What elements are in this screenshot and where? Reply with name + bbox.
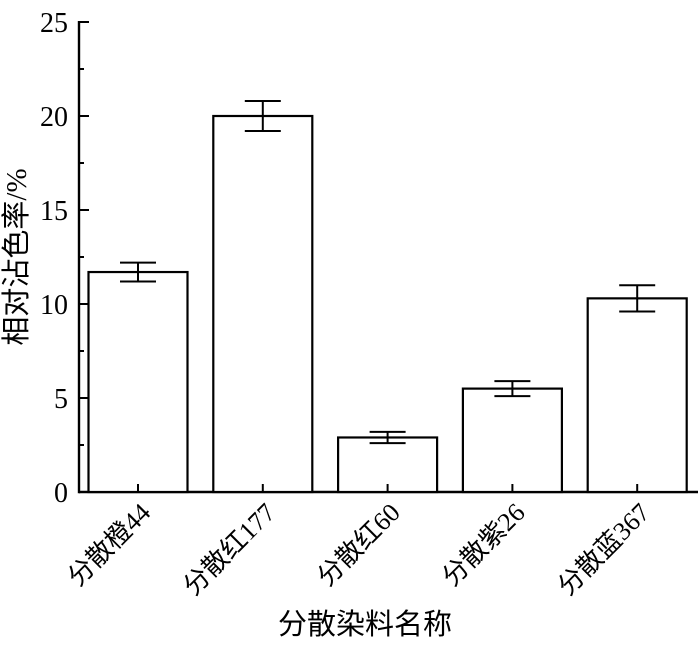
y-tick-label: 25 xyxy=(40,8,68,39)
bar xyxy=(212,114,314,494)
bar xyxy=(337,436,439,494)
y-tick-labels-group: 0 5 10 15 20 25 xyxy=(40,8,68,509)
x-category-labels-group: 分散橙44 分散红177 分散红60 分散紫26 分散蓝367 xyxy=(62,498,655,601)
y-tick-label: 15 xyxy=(40,196,68,227)
bars-group xyxy=(87,114,688,494)
x-category-label: 分散红60 xyxy=(312,498,406,592)
x-category-label: 分散橙44 xyxy=(62,498,156,592)
y-tick-label: 5 xyxy=(54,384,68,415)
y-tick-label: 10 xyxy=(40,290,68,321)
x-category-label: 分散紫26 xyxy=(437,498,531,592)
y-axis-title: 相对沾色率/% xyxy=(0,168,33,345)
x-ticks-group xyxy=(137,484,639,492)
bar xyxy=(87,270,189,494)
bar xyxy=(461,387,563,494)
error-bars-group xyxy=(120,99,656,445)
x-category-label: 分散蓝367 xyxy=(552,498,655,601)
y-tick-label: 0 xyxy=(54,478,68,509)
x-category-label: 分散红177 xyxy=(178,498,281,601)
bar xyxy=(586,297,688,494)
y-ticks-group xyxy=(79,21,89,493)
y-tick-label: 20 xyxy=(40,102,68,133)
x-axis-title: 分散染料名称 xyxy=(278,608,452,641)
